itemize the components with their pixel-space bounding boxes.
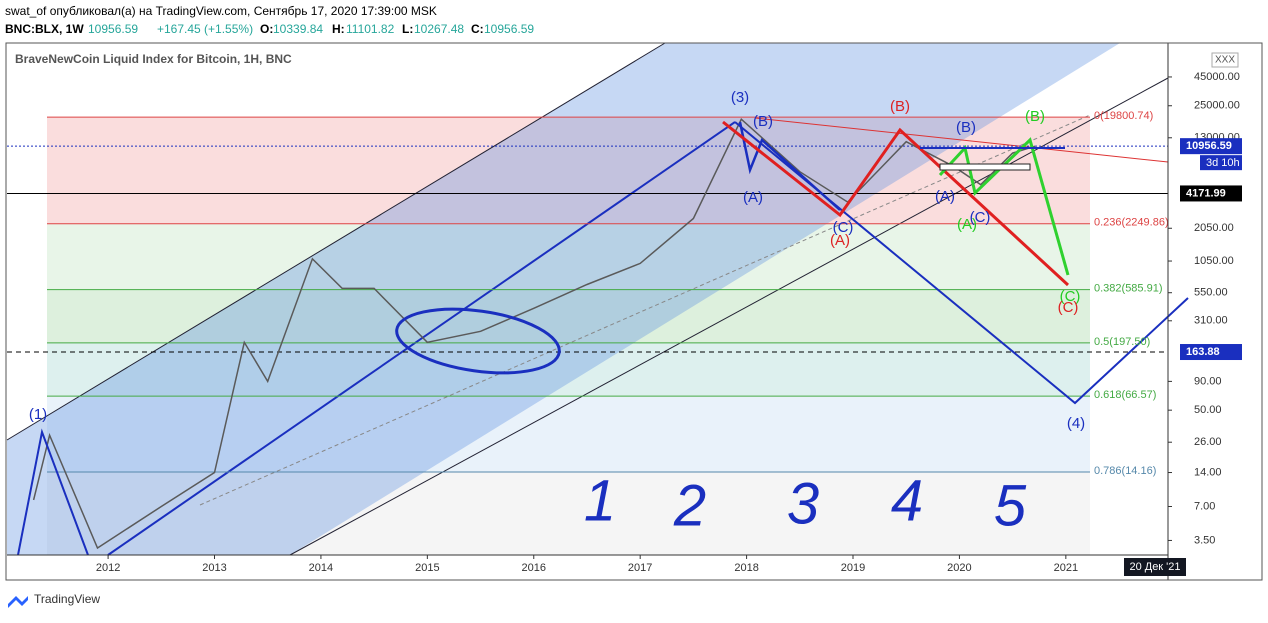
y-tick-label: 50.00 (1194, 404, 1222, 416)
wave-label: (A) (935, 188, 955, 205)
abc-1 (738, 121, 841, 211)
logo (8, 596, 28, 608)
box-note (939, 163, 1031, 171)
y-tick-label: 14.00 (1194, 466, 1222, 478)
hand-number: 2 (673, 473, 706, 538)
y-tick-label: 45000.00 (1194, 71, 1240, 83)
x-tick-label: 2016 (522, 562, 546, 574)
price-label: 4171.99 (1186, 187, 1226, 199)
fib-zone (47, 289, 1090, 343)
o-label: O: (260, 22, 273, 36)
wave-label: (B) (956, 119, 976, 136)
y-tick-label: 3.50 (1194, 534, 1215, 546)
wave-label: (A) (957, 216, 977, 233)
h: 11101.82 (346, 22, 395, 36)
countdown: 3d 10h (1206, 157, 1240, 169)
y-tick-label: 1050.00 (1194, 255, 1234, 267)
fib-label: 0.382(585.91) (1094, 283, 1163, 295)
price-label-bg (1180, 185, 1242, 202)
wave-label: (1) (29, 406, 47, 423)
wave-label: (B) (753, 113, 773, 130)
fib-label: 0.236(2249.86) (1094, 217, 1169, 229)
date-marker: 20 Дек '21 (1129, 561, 1180, 573)
publisher: swat_of опубликовал(а) на TradingView.co… (5, 4, 437, 18)
wave-label: (B) (1025, 108, 1045, 125)
fib-label: 0(19800.74) (1094, 110, 1153, 122)
change: +167.45 (+1.55%) (157, 22, 253, 36)
wave-1 (17, 428, 89, 556)
wave-label: (3) (731, 89, 749, 106)
last: 10956.59 (88, 22, 138, 36)
labels: 0(19800.74) 0.236(2249.86) 0.382(585.91) 0.… (29, 71, 1242, 574)
brand: TradingView (34, 592, 100, 606)
wave-label: (A) (743, 189, 763, 206)
fib-zone (47, 471, 1090, 555)
circle-note (395, 307, 561, 375)
wave-4 (734, 121, 1189, 405)
x-tick-label: 2015 (415, 562, 439, 574)
h-label: H: (332, 22, 345, 36)
x-tick-label: 2014 (309, 562, 333, 574)
chart-title: BraveNewCoin Liquid Index for Bitcoin, 1… (15, 52, 292, 66)
y-tick-label: 2050.00 (1194, 222, 1234, 234)
wave-label: (B) (890, 98, 910, 115)
wave-label: (C) (833, 219, 854, 236)
wave-label: (A) (830, 232, 850, 249)
scale-button-label: XXX (1215, 55, 1235, 66)
price-label-bg (1180, 138, 1242, 155)
hand-number: 4 (891, 468, 923, 533)
y-tick-label: 90.00 (1194, 375, 1222, 387)
hand-number: 3 (787, 471, 819, 536)
frame (5, 42, 1263, 581)
y-tick-label: 25000.00 (1194, 100, 1240, 112)
x-tick-label: 2017 (628, 562, 652, 574)
x-tick-label: 2021 (1054, 562, 1078, 574)
scale-button[interactable] (1211, 52, 1239, 68)
l-label: L: (402, 22, 413, 36)
series (32, 117, 1036, 550)
y-tick-label: 7.00 (1194, 500, 1215, 512)
price-label: 163.88 (1186, 346, 1220, 358)
wave-label: (C) (1060, 288, 1081, 305)
hand-number: 5 (994, 473, 1027, 538)
fib-zone (47, 223, 1090, 290)
fib-label: 0.5(197.50) (1094, 336, 1150, 348)
channel-bottom (289, 77, 1169, 556)
date-marker-bg (1124, 558, 1186, 576)
symbol: BNC:BLX, 1W (5, 22, 84, 36)
trend-line (107, 121, 736, 556)
channel-mid (199, 114, 1091, 506)
red-trend (754, 117, 1169, 163)
wave-label: (C) (1058, 299, 1079, 316)
x-tick-label: 2019 (841, 562, 865, 574)
abc-green (938, 137, 1070, 276)
o: 10339.84 (273, 22, 323, 36)
hand-number: 1 (584, 468, 616, 533)
x-tick-label: 2012 (96, 562, 120, 574)
c: 10956.59 (484, 22, 534, 36)
y-tick-label: 550.00 (1194, 287, 1228, 299)
fib-label: 0.618(66.57) (1094, 389, 1156, 401)
abc-red (722, 120, 1070, 287)
x-tick-label: 2020 (947, 562, 971, 574)
y-tick-label: 310.00 (1194, 315, 1228, 327)
price-series (32, 117, 1036, 550)
channel-top (6, 42, 666, 441)
x-tick-label: 2018 (734, 562, 758, 574)
ohlc: BNC:BLX, 1W 10956.59 +167.45 (+1.55%) O:… (5, 22, 534, 36)
countdown-bg (1200, 155, 1242, 171)
channel (7, 43, 1120, 555)
price-label: 10956.59 (1186, 140, 1232, 152)
x-tick-label: 2013 (202, 562, 226, 574)
fib-zones (47, 117, 1090, 555)
c-label: C: (471, 22, 484, 36)
fib-label: 0.786(14.16) (1094, 465, 1156, 477)
fib-zone (47, 396, 1090, 472)
y-tick-label: 26.00 (1194, 436, 1222, 448)
wave-label: (4) (1067, 415, 1085, 432)
l: 10267.48 (414, 22, 464, 36)
wave-label: (C) (970, 209, 991, 226)
price-label-bg (1180, 344, 1242, 361)
